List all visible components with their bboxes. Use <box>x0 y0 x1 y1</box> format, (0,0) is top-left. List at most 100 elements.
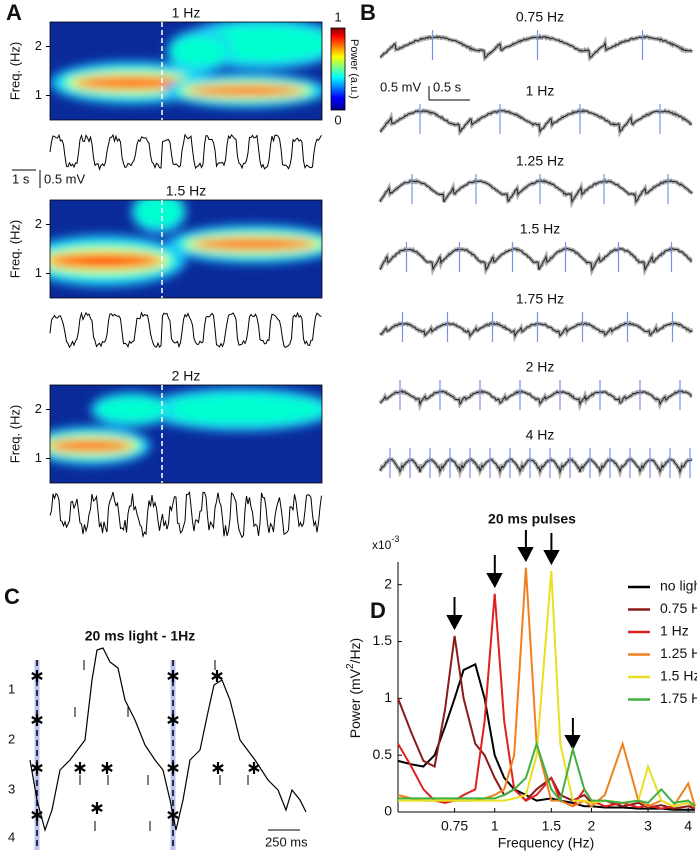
colorbar-tick: 1 <box>334 9 341 24</box>
spectrogram <box>49 199 323 299</box>
membrane-trace <box>29 647 307 833</box>
voltage-trace <box>49 311 322 349</box>
row-title: 1 Hz <box>526 83 555 99</box>
panel-label: A <box>6 0 22 25</box>
legend-label: 1.25 Hz <box>660 645 697 661</box>
panel-label: D <box>370 598 386 623</box>
y-label-main: Power (mV <box>347 668 363 738</box>
plot-title: 1 Hz <box>172 5 201 21</box>
series-line <box>398 571 696 808</box>
x-tick-label: 0.75 <box>441 818 468 834</box>
spectrogram-frame <box>49 199 323 299</box>
y-tick-label: 1 <box>35 87 42 102</box>
plot-title: 1.5 Hz <box>166 183 206 199</box>
panel-label: B <box>360 0 376 25</box>
y-tick-label: 1 <box>35 450 42 465</box>
power-blob <box>134 200 184 228</box>
legend-label: 1 Hz <box>660 623 689 639</box>
y-axis-label: Freq. (Hz) <box>7 405 22 464</box>
y-tick-label: 2 <box>35 401 42 416</box>
spike-star <box>212 762 224 774</box>
power-blob <box>155 393 322 426</box>
power-blob <box>188 86 303 95</box>
x-tick-label: 2 <box>588 818 596 834</box>
legend-label: no light <box>660 578 697 594</box>
voltage-trace <box>49 133 322 171</box>
row-title: 1.25 Hz <box>516 153 564 169</box>
spectrogram <box>49 21 323 121</box>
scale-label: 0.5 s <box>433 79 462 94</box>
spectrogram-blobs <box>50 200 322 287</box>
x-tick-label: 1.5 <box>542 818 562 834</box>
power-blob <box>74 77 189 89</box>
y-tick-label: 2 <box>35 38 42 53</box>
y-multiplier-exp: -3 <box>391 534 399 544</box>
scale-label: 1 s <box>12 171 30 186</box>
y-tick-label: 2 <box>384 575 392 591</box>
y-tick-label: 0.5 <box>373 746 393 762</box>
legend-label: 1.75 Hz <box>660 690 697 706</box>
row-label: 4 <box>8 829 15 844</box>
voltage-trace <box>49 490 322 539</box>
series-line <box>397 662 695 811</box>
scale-label: 250 ms <box>265 834 308 849</box>
mean-trace <box>379 458 693 474</box>
row-title: 4 Hz <box>526 427 555 443</box>
y-tick-label: 1.5 <box>373 632 393 648</box>
y-label-sup: 2 <box>345 663 356 669</box>
power-blob <box>95 396 168 423</box>
series-line <box>397 593 696 810</box>
power-blob <box>170 35 229 68</box>
sem-band <box>379 33 694 63</box>
spectrogram-frame <box>49 21 323 121</box>
spike-star <box>31 762 43 774</box>
panel-title: 20 ms light - 1Hz <box>85 628 195 644</box>
spike-star <box>101 762 113 774</box>
legend-label: 1.5 Hz <box>660 668 697 684</box>
y-axis-label: Freq. (Hz) <box>7 220 22 279</box>
y-tick-label: 1 <box>384 689 392 705</box>
x-tick-label: 1 <box>491 818 499 834</box>
y-multiplier-base: x10 <box>372 538 392 552</box>
panel-label: C <box>4 584 20 609</box>
row-label: 3 <box>8 781 15 796</box>
row-title: 1.75 Hz <box>516 291 564 307</box>
mean-trace <box>379 247 693 272</box>
sem-band <box>378 246 693 277</box>
row-title: 2 Hz <box>526 359 555 375</box>
row-label: 2 <box>8 731 15 746</box>
x-axis-label: Frequency (Hz) <box>498 835 594 851</box>
spike-star <box>167 762 179 774</box>
legend-label: 0.75 Hz <box>660 600 697 616</box>
spike-star <box>167 714 179 726</box>
mean-trace <box>379 179 693 204</box>
spectrogram <box>49 384 323 484</box>
y-axis-label: Power (mV2/Hz) <box>345 638 363 738</box>
colorbar-tick: 0 <box>334 112 341 127</box>
sem-band <box>378 456 693 480</box>
sem-band <box>378 107 693 138</box>
row-label: 1 <box>8 681 15 696</box>
sem-band <box>378 388 693 412</box>
colorbar-label: Power (a.u.) <box>348 39 360 99</box>
row-title: 1.5 Hz <box>520 221 560 237</box>
plot-title: 2 Hz <box>172 368 201 384</box>
power-blob <box>50 440 133 451</box>
scale-label: 0.5 mV <box>44 171 86 186</box>
chart-title: 20 ms pulses <box>488 511 576 527</box>
y-tick-label: 2 <box>35 216 42 231</box>
spectrogram-frame <box>49 384 323 484</box>
y-tick-label: 0 <box>384 803 392 819</box>
scale-label: 0.5 mV <box>380 79 422 94</box>
power-blob <box>193 239 315 249</box>
y-axis-label: Freq. (Hz) <box>7 42 22 101</box>
power-blob <box>50 254 162 268</box>
y-multiplier: x10-3 <box>372 534 399 552</box>
spike-star <box>91 802 103 814</box>
row-title: 0.75 Hz <box>516 9 564 25</box>
mean-trace <box>379 109 693 134</box>
spike-star <box>167 670 179 682</box>
spike-star <box>74 762 86 774</box>
mean-trace <box>379 322 693 338</box>
